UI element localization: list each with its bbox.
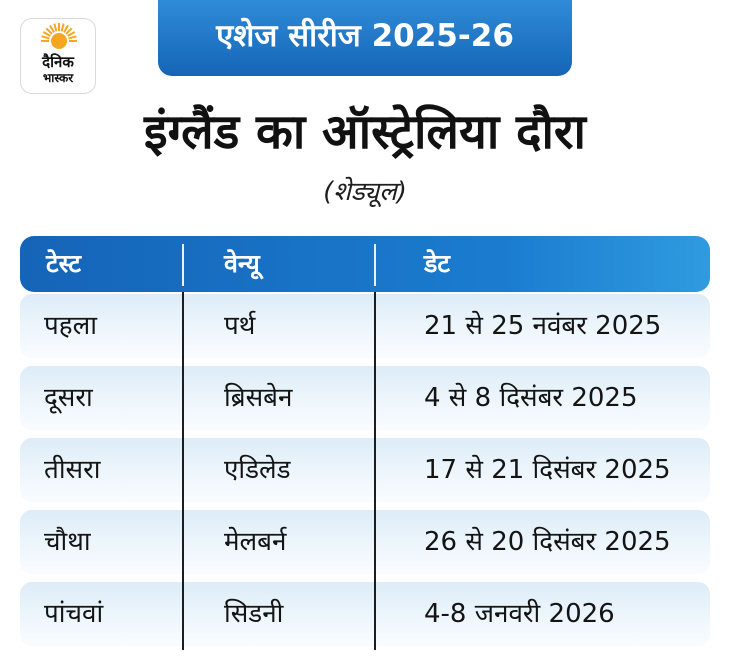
cell-date: 17 से 21 दिसंबर 2025 [424,455,671,485]
header-venue: वेन्यू [224,249,260,278]
header-divider [182,244,184,286]
cell-test: चौथा [44,527,91,557]
cell-venue: एडिलेड [224,455,291,485]
cell-test: पहला [44,311,97,341]
table-row: दूसरा ब्रिसबेन 4 से 8 दिसंबर 2025 [20,366,710,430]
column-divider [182,292,184,650]
cell-test: तीसरा [44,455,101,485]
cell-date: 4-8 जनवरी 2026 [424,599,615,629]
table-header: टेस्ट वेन्यू डेट [20,236,710,292]
cell-test: पांचवां [44,599,104,629]
column-divider [374,292,376,650]
cell-venue: ब्रिसबेन [224,383,293,413]
cell-date: 4 से 8 दिसंबर 2025 [424,383,638,413]
header-date: डेट [424,249,450,278]
header-divider [374,244,376,286]
cell-date: 26 से 20 दिसंबर 2025 [424,527,671,557]
table-row: पहला पर्थ 21 से 25 नवंबर 2025 [20,294,710,358]
cell-venue: सिडनी [224,599,284,629]
logo-line-1: दैनिक [42,53,74,71]
page-title: इंग्लैंड का ऑस्ट्रेलिया दौरा [144,104,586,160]
cell-test: दूसरा [44,383,93,413]
table-row: पांचवां सिडनी 4-8 जनवरी 2026 [20,582,710,646]
cell-venue: मेलबर्न [224,527,287,557]
cell-venue: पर्थ [224,311,256,341]
table-row: तीसरा एडिलेड 17 से 21 दिसंबर 2025 [20,438,710,502]
logo-line-2: भास्कर [42,71,74,85]
header-test: टेस्ट [46,249,81,278]
table-row: चौथा मेलबर्न 26 से 20 दिसंबर 2025 [20,510,710,574]
cell-date: 21 से 25 नवंबर 2025 [424,311,662,341]
series-banner: एशेज सीरीज 2025-26 [158,0,572,76]
sun-icon [41,23,77,49]
dainik-bhaskar-logo: दैनिक भास्कर [20,18,96,94]
page-subtitle: (शेड्यूल) [323,177,407,207]
